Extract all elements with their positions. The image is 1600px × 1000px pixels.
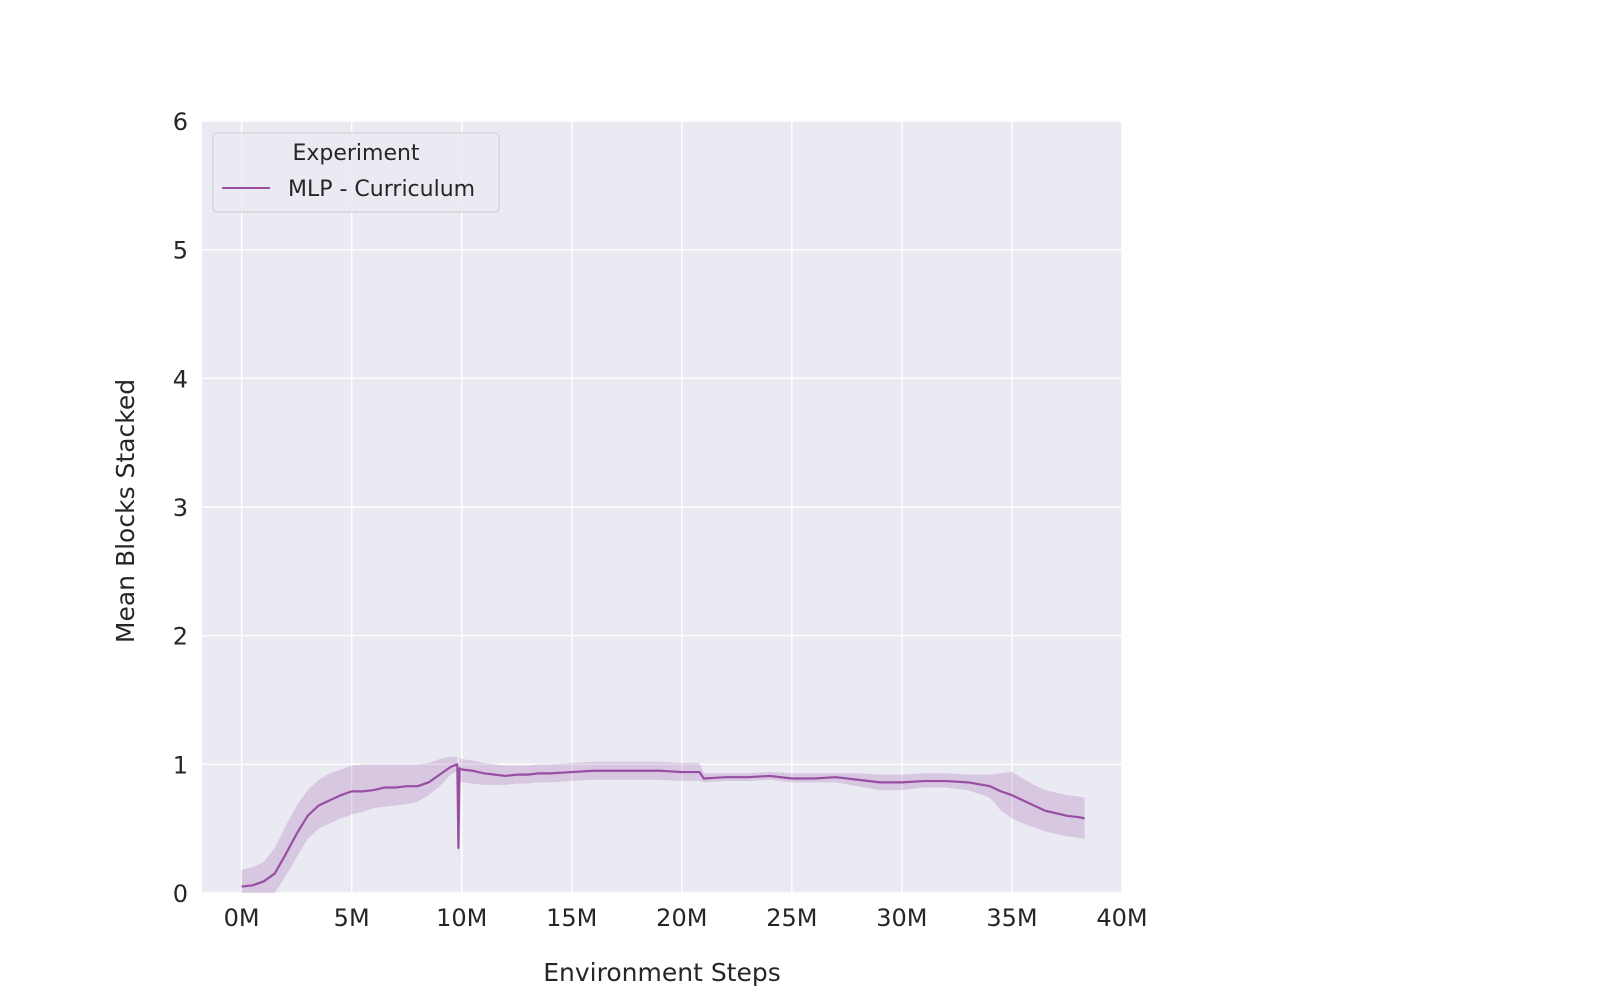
x-tick-label: 0M (224, 904, 260, 932)
legend-box (212, 132, 500, 213)
x-tick-label: 25M (766, 904, 817, 932)
y-axis-ticks: 0 1 2 3 4 5 6 (173, 108, 188, 908)
series-line (241, 763, 1085, 888)
y-tick-label: 1 (173, 751, 188, 779)
grid (202, 120, 1123, 894)
y-tick-label: 3 (173, 494, 188, 522)
y-tick-label: 0 (173, 880, 188, 908)
series-line-layer (241, 763, 1085, 888)
legend: Experiment MLP - Curriculum (212, 132, 500, 213)
x-tick-label: 35M (986, 904, 1037, 932)
x-tick-label: 20M (656, 904, 707, 932)
x-axis-ticks: 0M 5M 10M 15M 20M 25M 30M 35M 40M (224, 904, 1148, 932)
y-tick-label: 5 (173, 237, 188, 265)
x-tick-label: 30M (876, 904, 927, 932)
y-tick-label: 6 (173, 108, 188, 136)
x-axis-label: Environment Steps (543, 958, 781, 987)
x-tick-label: 5M (334, 904, 370, 932)
legend-title: Experiment (292, 141, 419, 166)
legend-entry-label: MLP - Curriculum (288, 177, 475, 202)
x-tick-label: 40M (1096, 904, 1147, 932)
y-tick-label: 2 (173, 623, 188, 651)
x-tick-label: 10M (436, 904, 487, 932)
y-tick-label: 4 (173, 365, 188, 393)
x-tick-label: 15M (546, 904, 597, 932)
y-axis-label: Mean Blocks Stacked (111, 379, 140, 643)
